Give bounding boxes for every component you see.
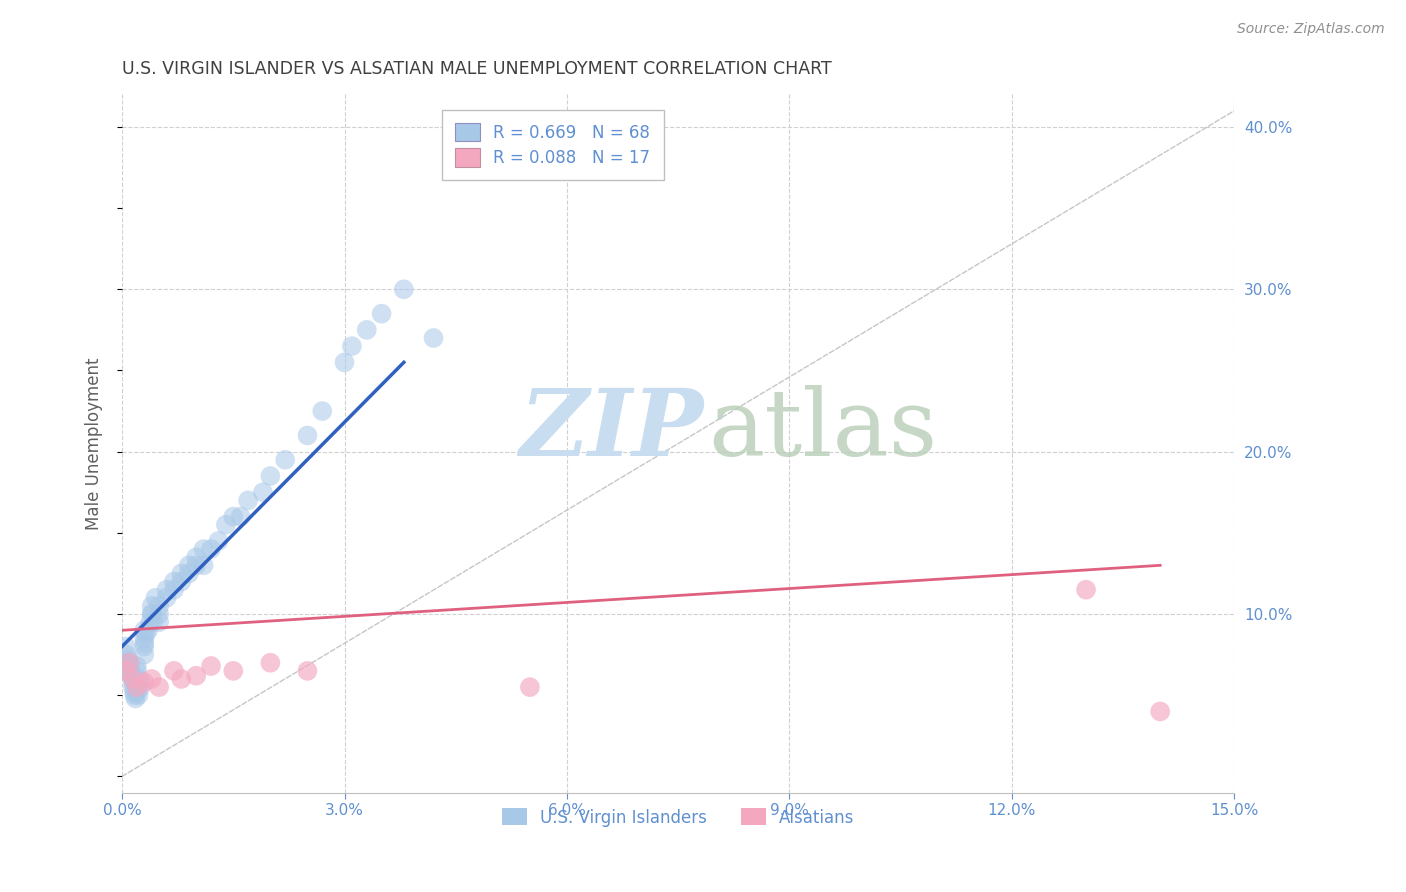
Text: U.S. VIRGIN ISLANDER VS ALSATIAN MALE UNEMPLOYMENT CORRELATION CHART: U.S. VIRGIN ISLANDER VS ALSATIAN MALE UN… xyxy=(122,60,832,78)
Point xyxy=(340,339,363,353)
Point xyxy=(177,566,200,581)
Point xyxy=(125,664,148,678)
Point xyxy=(125,680,148,694)
Point xyxy=(229,509,252,524)
Point xyxy=(134,675,156,690)
Point xyxy=(141,607,163,621)
Point xyxy=(186,669,208,683)
Point xyxy=(134,636,156,650)
Point xyxy=(122,680,145,694)
Text: atlas: atlas xyxy=(709,384,938,475)
Point xyxy=(193,542,215,557)
Point xyxy=(170,566,193,581)
Point xyxy=(392,282,415,296)
Point xyxy=(222,509,245,524)
Point xyxy=(118,656,141,670)
Point xyxy=(141,599,163,613)
Point xyxy=(163,574,186,589)
Point xyxy=(252,485,274,500)
Point xyxy=(177,558,200,573)
Point xyxy=(274,452,297,467)
Point xyxy=(370,307,392,321)
Point xyxy=(163,582,186,597)
Point xyxy=(139,615,162,629)
Point xyxy=(124,688,146,702)
Point xyxy=(259,656,281,670)
Point xyxy=(115,656,138,670)
Point xyxy=(297,664,319,678)
Point xyxy=(134,640,156,654)
Point xyxy=(120,664,142,678)
Point xyxy=(356,323,378,337)
Point xyxy=(1149,705,1171,719)
Point xyxy=(259,469,281,483)
Point xyxy=(118,656,141,670)
Point xyxy=(121,669,143,683)
Point xyxy=(122,685,145,699)
Point xyxy=(422,331,444,345)
Point xyxy=(141,672,163,686)
Point xyxy=(148,615,170,629)
Point xyxy=(170,574,193,589)
Point xyxy=(115,648,138,662)
Point xyxy=(121,672,143,686)
Point xyxy=(186,558,208,573)
Point xyxy=(117,652,139,666)
Point xyxy=(200,659,222,673)
Point xyxy=(125,659,148,673)
Point xyxy=(148,680,170,694)
Point xyxy=(135,626,157,640)
Point xyxy=(311,404,333,418)
Point xyxy=(134,624,156,638)
Point xyxy=(222,664,245,678)
Point xyxy=(163,664,186,678)
Point xyxy=(114,640,136,654)
Y-axis label: Male Unemployment: Male Unemployment xyxy=(86,358,103,530)
Point xyxy=(200,542,222,557)
Point xyxy=(127,688,149,702)
Text: ZIP: ZIP xyxy=(519,384,703,475)
Point xyxy=(136,624,159,638)
Point xyxy=(141,607,163,621)
Point xyxy=(118,659,141,673)
Point xyxy=(118,664,141,678)
Legend: U.S. Virgin Islanders, Alsatians: U.S. Virgin Islanders, Alsatians xyxy=(495,802,860,833)
Point xyxy=(236,493,259,508)
Point xyxy=(122,675,145,690)
Point xyxy=(297,428,319,442)
Point xyxy=(207,533,229,548)
Point xyxy=(155,591,177,605)
Point xyxy=(170,672,193,686)
Point xyxy=(519,680,541,694)
Point xyxy=(193,558,215,573)
Point xyxy=(186,550,208,565)
Point xyxy=(122,672,145,686)
Point xyxy=(125,685,148,699)
Point xyxy=(124,691,146,706)
Point xyxy=(155,582,177,597)
Point xyxy=(1074,582,1097,597)
Point xyxy=(129,675,152,690)
Point xyxy=(215,517,238,532)
Point xyxy=(145,591,167,605)
Point xyxy=(148,607,170,621)
Point xyxy=(333,355,356,369)
Point xyxy=(134,648,156,662)
Point xyxy=(114,664,136,678)
Text: Source: ZipAtlas.com: Source: ZipAtlas.com xyxy=(1237,22,1385,37)
Point xyxy=(125,680,148,694)
Point xyxy=(129,680,152,694)
Point xyxy=(134,632,156,646)
Point xyxy=(148,599,170,613)
Point xyxy=(128,672,150,686)
Point xyxy=(142,615,165,629)
